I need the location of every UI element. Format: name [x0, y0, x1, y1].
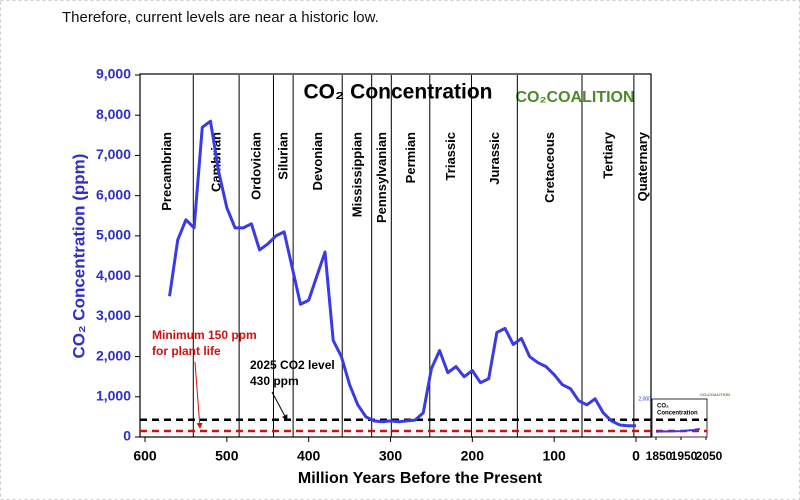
period-label: Ordovician	[249, 132, 264, 200]
annotation: 2025 CO2 level	[250, 358, 335, 372]
annotation: for plant life	[152, 344, 221, 358]
inset-title: CO₂	[657, 404, 669, 410]
annotation: Minimum 150 ppm	[152, 328, 257, 342]
annotation-arrow	[271, 391, 288, 421]
chart-title: CO₂ Concentration	[304, 81, 493, 104]
x-tick-label: 500	[215, 448, 239, 464]
x-tick-label: 600	[133, 448, 157, 464]
period-label: Mississippian	[349, 132, 364, 217]
period-label: Cretaceous	[542, 132, 557, 203]
inset-x-tick-label: 1850	[646, 449, 673, 463]
inset-x-tick-label: 2050	[696, 449, 723, 463]
annotation: 430 ppm	[250, 374, 299, 388]
period-label: Jurassic	[487, 132, 502, 185]
y-tick-label: 0	[123, 428, 131, 444]
period-label: Pennsylvanian	[374, 132, 389, 223]
y-tick-label: 5,000	[96, 227, 131, 243]
period-label: Tertiary	[600, 131, 615, 178]
data-line	[655, 427, 700, 433]
x-tick-label: 300	[379, 448, 403, 464]
y-axis-label: CO₂ Concentration (ppm)	[69, 154, 88, 359]
y-tick-label: 2,000	[96, 347, 131, 363]
y-tick-label: 6,000	[96, 186, 131, 202]
annotation-arrow	[194, 361, 203, 429]
data-line	[168, 119, 636, 428]
period-label: Precambrian	[159, 132, 174, 211]
inset-title: Concentration	[657, 411, 698, 417]
x-tick-label: 0	[632, 448, 640, 464]
inset-y-tick-label: 2,000	[638, 396, 651, 402]
period-label: Permian	[403, 132, 418, 183]
x-tick-label: 400	[297, 448, 321, 464]
body-text: Therefore, current levels are near a his…	[62, 9, 379, 26]
x-tick-label: 200	[461, 448, 485, 464]
period-label: Triassic	[443, 132, 458, 180]
logo: CO₂COALITION	[515, 89, 634, 106]
period-label: Silurian	[276, 132, 291, 180]
inset-x-tick-label: 1950	[671, 449, 698, 463]
y-tick-label: 3,000	[96, 307, 131, 323]
inset-logo: CO₂COALITION	[700, 392, 730, 397]
x-axis-label: Million Years Before the Present	[298, 470, 543, 487]
y-tick-label: 9,000	[96, 66, 131, 82]
y-tick-label: 7,000	[96, 146, 131, 162]
y-tick-label: 8,000	[96, 106, 131, 122]
period-label: Devonian	[310, 132, 325, 191]
y-tick-label: 1,000	[96, 387, 131, 403]
period-label: Quaternary	[635, 131, 650, 201]
plot-frame	[139, 73, 652, 438]
y-tick-label: 4,000	[96, 267, 131, 283]
x-tick-label: 100	[542, 448, 566, 464]
